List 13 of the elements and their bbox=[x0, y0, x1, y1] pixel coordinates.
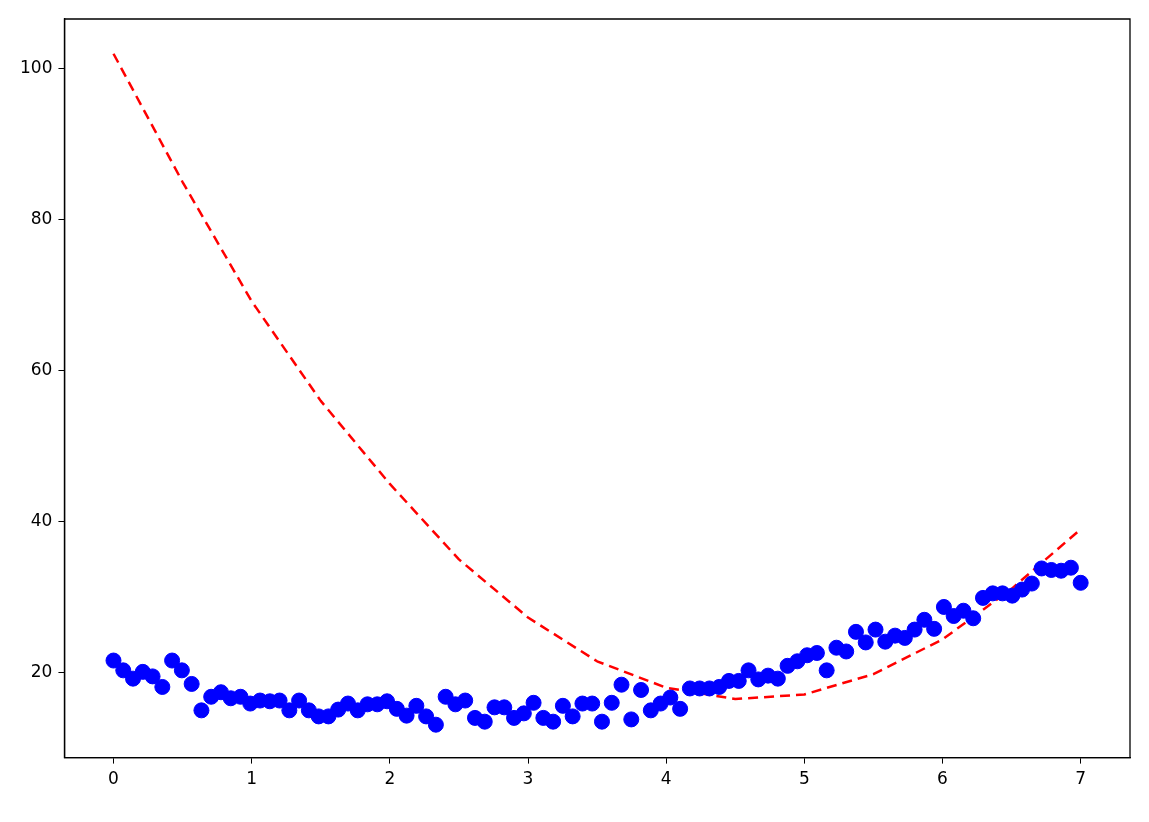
x-tick-label: 4 bbox=[660, 768, 672, 789]
y-tick-label: 80 bbox=[30, 208, 53, 229]
x-tick-label: 5 bbox=[798, 768, 810, 789]
x-tick-label: 1 bbox=[246, 768, 258, 789]
y-tick-label: 100 bbox=[19, 57, 53, 78]
x-tick-label: 0 bbox=[108, 768, 119, 789]
x-tick-label: 7 bbox=[1075, 768, 1087, 789]
x-tick-label: 3 bbox=[522, 768, 534, 789]
y-tick-label: 60 bbox=[30, 359, 53, 380]
y-tick-label: 20 bbox=[30, 661, 53, 682]
x-tick-label: 6 bbox=[937, 768, 948, 789]
x-tick-label: 2 bbox=[384, 768, 396, 789]
y-tick-label: 40 bbox=[30, 510, 53, 531]
